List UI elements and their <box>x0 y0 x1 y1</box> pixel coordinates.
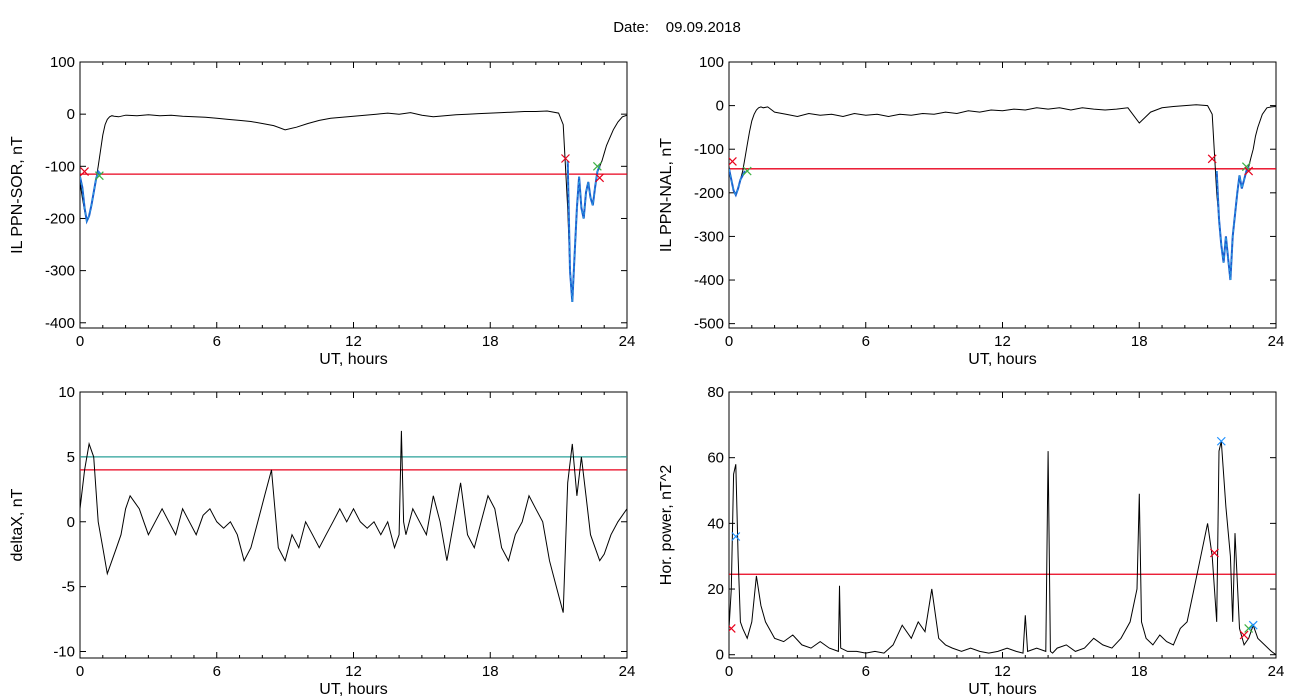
x-tick-label: 0 <box>725 333 733 350</box>
date-label: Date: <box>613 19 650 36</box>
chart-hor-power: 0 6 12 18 24 80 60 40 20 0 UT, hours Hor. power, nT… <box>658 384 1284 698</box>
y-axis-label: IL PPN-NAL, nT <box>658 138 675 252</box>
plot-frame <box>728 391 1277 659</box>
marker-red <box>595 173 605 183</box>
series-line <box>80 110 627 302</box>
x-tick-label: 0 <box>725 663 733 680</box>
y-tick-label: -100 <box>45 158 75 175</box>
y-tick-label: -500 <box>694 316 724 333</box>
x-tick-label: 6 <box>213 663 221 680</box>
x-tick-label: 18 <box>482 333 499 350</box>
y-tick-label: -400 <box>694 272 724 289</box>
x-tick-label: 24 <box>1268 663 1285 680</box>
x-tick-label: 12 <box>345 663 362 680</box>
event-segment-overlay <box>567 161 601 302</box>
marker-red <box>80 167 89 176</box>
y-axis-label: Hor. power, nT^2 <box>658 465 675 586</box>
marker-cyan <box>731 532 741 541</box>
y-axis-label: IL PPN-SOR, nT <box>9 136 26 254</box>
plot-area <box>80 430 627 613</box>
y-tick-label: 60 <box>707 450 724 467</box>
plot-area <box>729 104 1276 281</box>
marker-red <box>729 624 736 633</box>
y-tick-label: 0 <box>716 647 724 664</box>
chart-deltax: 0 6 12 18 24 10 5 0 -5 -10 UT, hours deltaX, nT <box>9 384 635 698</box>
y-tick-label: -400 <box>45 315 75 332</box>
x-tick-label: 18 <box>482 663 499 680</box>
event-segment <box>566 161 601 302</box>
y-tick-label: 0 <box>716 98 724 115</box>
x-tick-label: 18 <box>1131 663 1148 680</box>
y-tick-label: 5 <box>67 449 75 466</box>
marker-green <box>1241 162 1251 172</box>
x-tick-label: 6 <box>213 333 221 350</box>
event-segment-overlay <box>80 170 101 223</box>
y-tick-label: 20 <box>707 581 724 598</box>
marker-red <box>1207 154 1217 164</box>
y-tick-label: 0 <box>67 514 75 531</box>
y-tick-label: 40 <box>707 515 724 532</box>
y-tick-label: -10 <box>53 644 75 661</box>
y-tick-label: -5 <box>62 579 75 596</box>
x-axis-label: UT, hours <box>319 351 387 368</box>
y-axis-label: deltaX, nT <box>9 488 26 561</box>
event-segment-overlay <box>729 168 746 197</box>
x-axis-label: UT, hours <box>319 681 387 698</box>
x-tick-label: 0 <box>76 663 84 680</box>
x-tick-label: 12 <box>994 333 1011 350</box>
y-tick-label: -100 <box>694 141 724 158</box>
x-tick-label: 18 <box>1131 333 1148 350</box>
marker-red <box>1210 548 1219 558</box>
marker-red <box>1244 166 1254 176</box>
marker-red <box>729 156 737 166</box>
marker-green <box>592 161 602 171</box>
marker-cyan <box>1216 436 1226 446</box>
event-segment-overlay <box>1216 166 1250 281</box>
marker-green <box>94 171 104 181</box>
x-tick-label: 24 <box>619 333 636 350</box>
plot-area <box>80 110 627 302</box>
y-tick-label: 80 <box>707 384 724 401</box>
y-tick-label: -200 <box>45 210 75 227</box>
y-tick-label: 100 <box>699 54 724 71</box>
x-tick-label: 12 <box>345 333 362 350</box>
x-tick-label: 24 <box>1268 333 1285 350</box>
chart-ppn-nal: 0 6 12 18 24 100 0 -100 -200 -300 -400 -500 UT, hour… <box>658 54 1284 368</box>
marker-red <box>561 154 570 163</box>
y-tick-label: -300 <box>694 228 724 245</box>
x-tick-label: 6 <box>862 333 870 350</box>
x-tick-label: 0 <box>76 333 84 350</box>
marker-red <box>1239 630 1249 640</box>
y-tick-label: 0 <box>67 106 75 123</box>
y-tick-label: -300 <box>45 263 75 280</box>
y-tick-label: -200 <box>694 185 724 202</box>
series-line <box>729 104 1276 281</box>
x-axis-label: UT, hours <box>968 351 1036 368</box>
plot-frame <box>79 391 628 659</box>
y-tick-label: 100 <box>50 54 75 71</box>
plot-frame <box>728 61 1277 329</box>
page-title: Date: 09.09.2018 <box>0 19 1300 36</box>
x-tick-label: 24 <box>619 663 636 680</box>
marker-cyan <box>1248 620 1258 630</box>
chart-ppn-sor: 0 6 12 18 24 100 0 -100 -200 -300 -400 UT, hours IL … <box>9 54 635 368</box>
date-value: 09.09.2018 <box>665 19 741 36</box>
x-axis-label: UT, hours <box>968 681 1036 698</box>
plot-area <box>729 436 1276 656</box>
x-tick-label: 6 <box>862 663 870 680</box>
marker-green <box>1244 624 1254 633</box>
y-tick-label: 10 <box>58 384 75 401</box>
series-line <box>80 430 627 613</box>
marker-green <box>742 166 752 176</box>
x-tick-label: 12 <box>994 663 1011 680</box>
event-segment <box>1215 166 1250 281</box>
plot-frame <box>79 61 628 329</box>
series-line <box>729 441 1276 656</box>
